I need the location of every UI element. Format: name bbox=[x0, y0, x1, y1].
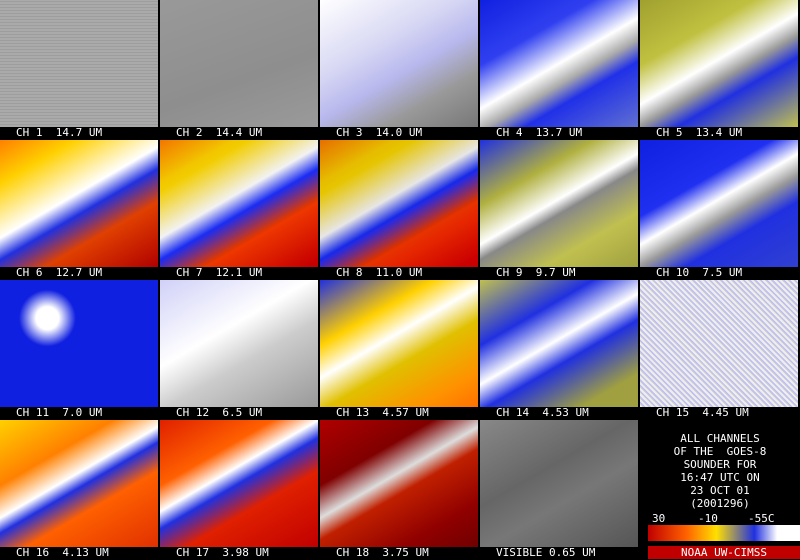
channel-label: CH 10 7.5 UM bbox=[656, 266, 743, 279]
channel-image bbox=[320, 0, 478, 127]
channel-image bbox=[160, 420, 318, 547]
channel-image bbox=[0, 0, 158, 127]
channel-label: CH 13 4.57 UM bbox=[336, 406, 429, 419]
channel-label: CH 1 14.7 UM bbox=[16, 126, 103, 139]
channel-image bbox=[480, 420, 638, 547]
colorbar bbox=[648, 524, 800, 541]
channel-panel: CH 14 4.53 UM bbox=[480, 280, 640, 420]
channel-label: CH 17 3.98 UM bbox=[176, 546, 269, 559]
channel-label: CH 9 9.7 UM bbox=[496, 266, 576, 279]
channel-image bbox=[640, 140, 798, 267]
channel-label: CH 15 4.45 UM bbox=[656, 406, 749, 419]
channel-panel: CH 11 7.0 UM bbox=[0, 280, 160, 420]
channel-image bbox=[0, 420, 158, 547]
info-line: SOUNDER FOR bbox=[683, 458, 757, 471]
info-line: (2001296) bbox=[690, 497, 750, 510]
colorbar-label: -10 bbox=[698, 512, 718, 525]
channel-panel: CH 15 4.45 UM bbox=[640, 280, 800, 420]
channel-label: CH 14 4.53 UM bbox=[496, 406, 589, 419]
channel-label: CH 4 13.7 UM bbox=[496, 126, 583, 139]
info-line: OF THE GOES-8 bbox=[673, 445, 767, 458]
channel-panel: CH 1 14.7 UM bbox=[0, 0, 160, 140]
channel-label: CH 3 14.0 UM bbox=[336, 126, 423, 139]
channel-image bbox=[480, 280, 638, 407]
channel-label: CH 5 13.4 UM bbox=[656, 126, 743, 139]
channel-panel: CH 12 6.5 UM bbox=[160, 280, 320, 420]
channel-image bbox=[320, 420, 478, 547]
info-line: ALL CHANNELS bbox=[680, 432, 760, 445]
channel-label: CH 12 6.5 UM bbox=[176, 406, 263, 419]
channel-label: CH 18 3.75 UM bbox=[336, 546, 429, 559]
channel-image bbox=[320, 280, 478, 407]
channel-label: CH 11 7.0 UM bbox=[16, 406, 103, 419]
channel-panel: CH 4 13.7 UM bbox=[480, 0, 640, 140]
channel-panel: CH 5 13.4 UM bbox=[640, 0, 800, 140]
channel-label: CH 8 11.0 UM bbox=[336, 266, 423, 279]
channel-panel: CH 8 11.0 UM bbox=[320, 140, 480, 280]
channel-panel: CH 13 4.57 UM bbox=[320, 280, 480, 420]
channel-image bbox=[640, 0, 798, 127]
channel-panel: CH 2 14.4 UM bbox=[160, 0, 320, 140]
channel-panel: CH 10 7.5 UM bbox=[640, 140, 800, 280]
channel-panel: CH 16 4.13 UM bbox=[0, 420, 160, 560]
channel-image bbox=[0, 140, 158, 267]
channel-panel: CH 7 12.1 UM bbox=[160, 140, 320, 280]
channel-image bbox=[480, 140, 638, 267]
channel-panel: CH 9 9.7 UM bbox=[480, 140, 640, 280]
channel-image bbox=[160, 140, 318, 267]
channel-panel: CH 17 3.98 UM bbox=[160, 420, 320, 560]
info-panel: ALL CHANNELS OF THE GOES-8 SOUNDER FOR 16:4… bbox=[640, 420, 800, 560]
channel-label: CH 6 12.7 UM bbox=[16, 266, 103, 279]
channel-image bbox=[160, 280, 318, 407]
channel-label: CH 2 14.4 UM bbox=[176, 126, 263, 139]
channel-image bbox=[160, 0, 318, 127]
channel-label: CH 7 12.1 UM bbox=[176, 266, 263, 279]
colorbar-label: -55C bbox=[748, 512, 775, 525]
channel-label: CH 16 4.13 UM bbox=[16, 546, 109, 559]
info-line: 23 OCT 01 bbox=[690, 484, 750, 497]
channel-label: VISIBLE 0.65 UM bbox=[496, 546, 596, 559]
channel-panel: CH 18 3.75 UM bbox=[320, 420, 480, 560]
info-text: ALL CHANNELS OF THE GOES-8 SOUNDER FOR 16:4… bbox=[640, 420, 800, 510]
channel-image bbox=[0, 280, 158, 407]
channel-panel: CH 3 14.0 UM bbox=[320, 0, 480, 140]
channel-image bbox=[640, 280, 798, 407]
colorbar-label: 30 bbox=[652, 512, 666, 525]
channel-panel: VISIBLE 0.65 UM bbox=[480, 420, 640, 560]
channel-image bbox=[320, 140, 478, 267]
channel-panel: CH 6 12.7 UM bbox=[0, 140, 160, 280]
info-line: 16:47 UTC ON bbox=[680, 471, 760, 484]
credit: NOAA UW-CIMSS bbox=[648, 546, 800, 559]
channel-image bbox=[480, 0, 638, 127]
